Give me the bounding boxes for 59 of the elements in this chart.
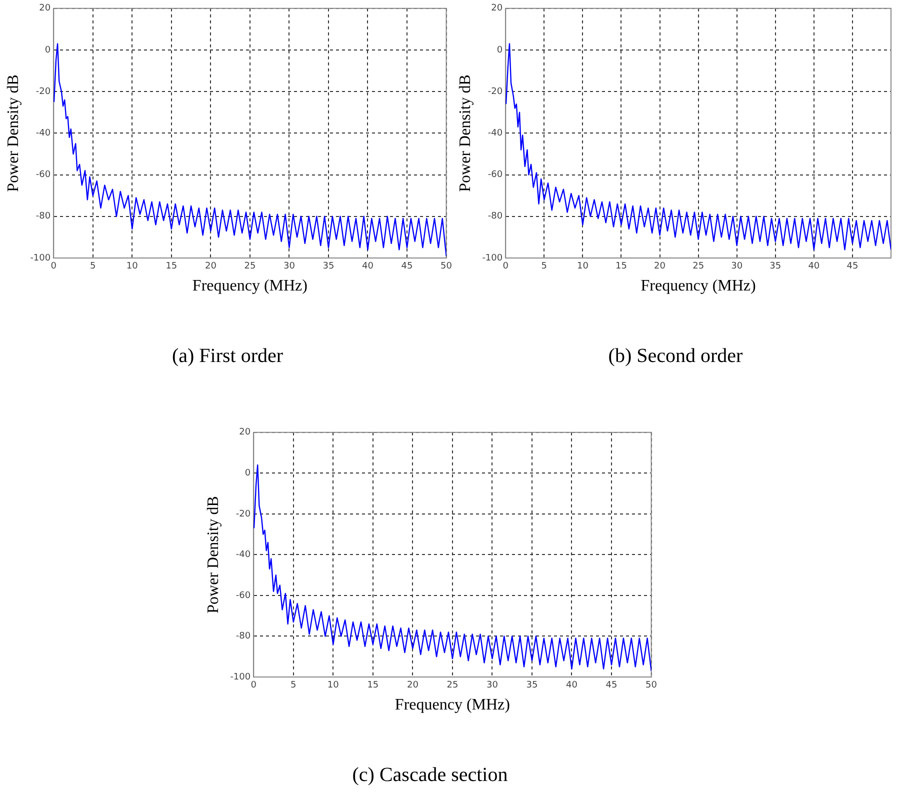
x-tick-label: 40 bbox=[362, 262, 374, 272]
x-tick-label: 25 bbox=[244, 262, 256, 272]
x-tick-label: 25 bbox=[446, 680, 458, 691]
y-tick-label: 0 bbox=[44, 45, 51, 56]
text: (a) First order bbox=[170, 345, 284, 368]
x-axis-title: Frequency (MHz) bbox=[394, 696, 510, 714]
x-axis-title: Frequency (MHz) bbox=[640, 278, 756, 295]
x-tick-label: 20 bbox=[204, 262, 217, 272]
y-tick-label: 0 bbox=[496, 45, 503, 56]
y-tick-label: -20 bbox=[488, 86, 503, 97]
x-tick-label: 15 bbox=[367, 680, 379, 691]
text: (b) Second order bbox=[607, 345, 744, 368]
y-tick-label: -60 bbox=[488, 170, 503, 180]
x-tick-label: 45 bbox=[606, 680, 618, 691]
y-tick-label: 20 bbox=[239, 428, 251, 438]
y-tick-label: -80 bbox=[36, 212, 51, 222]
y-axis-title: Power Density dB bbox=[456, 74, 474, 192]
x-tick-label: 25 bbox=[692, 262, 704, 272]
x-tick-label: 35 bbox=[526, 680, 538, 691]
x-tick-label: 15 bbox=[166, 262, 178, 272]
y-tick-label: 20 bbox=[39, 4, 51, 14]
x-tick-label: 40 bbox=[808, 262, 820, 272]
x-tick-label: 20 bbox=[654, 262, 666, 272]
y-axis-title: Power Density dB bbox=[4, 74, 22, 192]
x-tick-label: 15 bbox=[616, 262, 627, 272]
y-tick-label: -40 bbox=[236, 550, 251, 560]
x-tick-label: 35 bbox=[322, 262, 334, 272]
y-tick-label: -60 bbox=[236, 590, 251, 601]
x-tick-label: 10 bbox=[576, 262, 589, 272]
y-tick-label: -100 bbox=[230, 672, 251, 682]
x-tick-label: 45 bbox=[401, 262, 413, 272]
x-tick-label: 5 bbox=[541, 262, 548, 272]
y-axis-title: Power Density dB bbox=[204, 496, 222, 614]
x-tick-label: 50 bbox=[440, 262, 452, 272]
y-tick-label: -40 bbox=[36, 128, 51, 139]
x-tick-label: 10 bbox=[327, 680, 340, 691]
x-tick-label: 5 bbox=[90, 262, 96, 272]
y-tick-label: -40 bbox=[488, 128, 503, 139]
x-tick-label: 30 bbox=[731, 262, 743, 272]
x-tick-label: 5 bbox=[290, 680, 296, 691]
x-tick-label: 45 bbox=[846, 262, 858, 272]
y-tick-label: -100 bbox=[30, 253, 51, 264]
y-tick-label: -20 bbox=[36, 86, 51, 97]
y-tick-label: 0 bbox=[244, 468, 251, 479]
y-tick-label: -80 bbox=[236, 632, 251, 642]
y-tick-label: -20 bbox=[236, 509, 251, 520]
x-tick-label: 50 bbox=[646, 680, 658, 691]
x-tick-label: 30 bbox=[486, 680, 498, 691]
x-tick-label: 20 bbox=[406, 680, 419, 691]
x-tick-label: 10 bbox=[126, 262, 138, 272]
y-tick-label: -60 bbox=[36, 170, 51, 180]
y-tick-label: -100 bbox=[482, 253, 503, 264]
x-tick-label: 35 bbox=[770, 262, 782, 272]
x-axis-title: Frequency (MHz) bbox=[192, 278, 308, 295]
text: (c) Cascade section bbox=[351, 764, 509, 787]
y-tick-label: -80 bbox=[488, 212, 503, 222]
x-tick-label: 40 bbox=[566, 680, 578, 691]
x-tick-label: 30 bbox=[283, 262, 296, 272]
y-tick-label: 20 bbox=[491, 4, 503, 14]
